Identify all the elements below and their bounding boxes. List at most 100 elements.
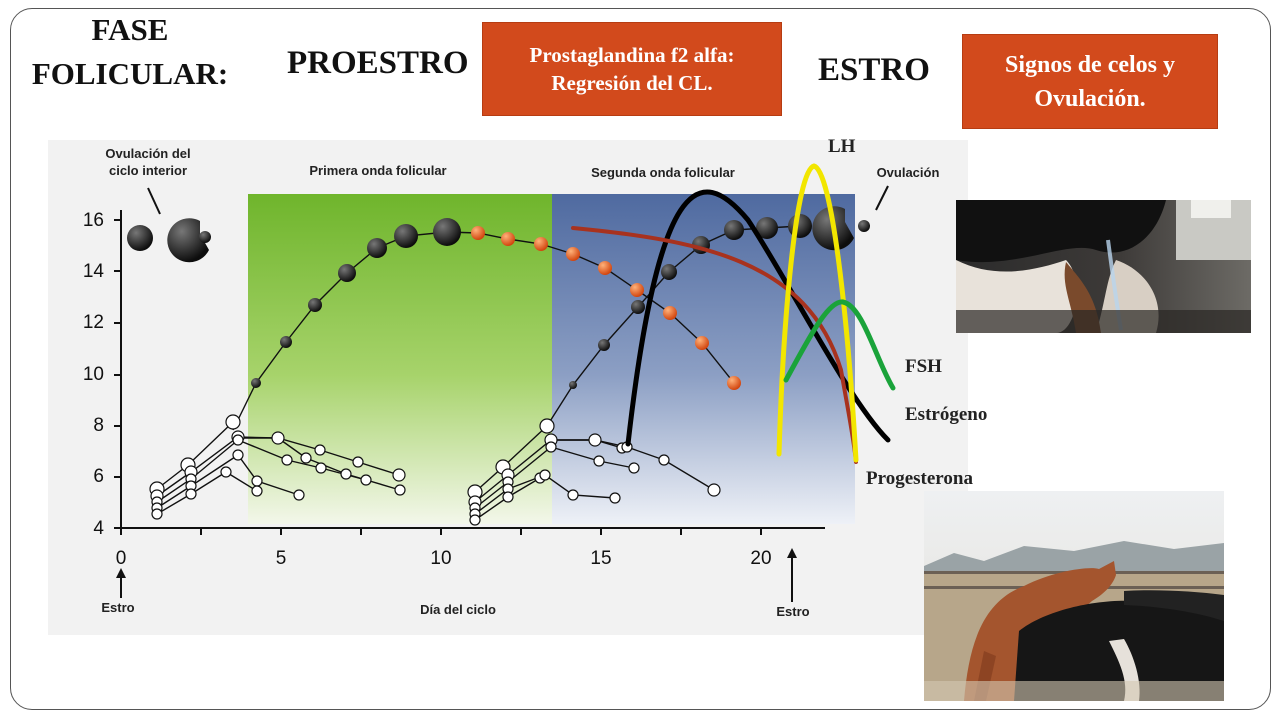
prostaglandin-box: Prostaglandina f2 alfa: Regresión del CL… xyxy=(482,22,782,116)
follicle-dot xyxy=(628,462,640,474)
follicle-dot xyxy=(251,378,261,388)
follicle-dot xyxy=(658,454,670,466)
y-tick-label: 12 xyxy=(83,312,104,333)
follicle-dot xyxy=(352,456,364,468)
follicle-dot xyxy=(788,214,812,238)
x-tick-label: 20 xyxy=(750,548,771,569)
follicle-dot xyxy=(360,474,372,486)
follicle-dot xyxy=(127,225,153,251)
estro-arrow-left xyxy=(116,568,126,598)
x-axis-label: Día del ciclo xyxy=(420,602,496,617)
progesterone-label: Progesterona xyxy=(866,468,973,489)
follicle-dot xyxy=(534,237,548,251)
photo-cattle-mounting xyxy=(924,491,1224,701)
follicle-dot xyxy=(661,264,677,280)
x-tick-label: 5 xyxy=(276,548,287,569)
follicle-dot xyxy=(281,454,293,466)
follicle-dot xyxy=(756,217,778,239)
follicle-dot xyxy=(185,488,197,500)
follicle-dot xyxy=(232,449,244,461)
second-wave-label: Segunda onda folicular xyxy=(591,165,735,180)
follicle-dot xyxy=(271,431,285,445)
follicle-dot xyxy=(340,468,352,480)
follicle-line xyxy=(156,439,367,503)
follicle-dot xyxy=(394,224,418,248)
prostaglandin-text: Prostaglandina f2 alfa: Regresión del CL… xyxy=(529,43,735,95)
progesterone-curve xyxy=(571,226,858,464)
y-tick-label: 4 xyxy=(93,518,104,539)
follicle-dot xyxy=(314,444,326,456)
follicle-dot xyxy=(502,491,514,503)
follicle-dot xyxy=(220,466,232,478)
follicle-dot xyxy=(695,336,709,350)
prev-ovulation-follicles xyxy=(127,218,211,263)
follicle-dot xyxy=(392,468,406,482)
follicle-dot xyxy=(251,485,263,497)
y-tick-marks xyxy=(114,219,121,529)
follicle-dot xyxy=(593,455,605,467)
y-axis: 4 6 8 10 12 14 16 xyxy=(83,210,122,539)
x-tick-label: 0 xyxy=(116,548,127,569)
follicle-dot xyxy=(367,238,387,258)
follicle-dot xyxy=(225,414,241,430)
prev-ovulation-label: Ovulación del xyxy=(105,146,190,161)
follicle-dot xyxy=(567,489,579,501)
follicle-dot xyxy=(199,231,211,243)
follicle-dot xyxy=(394,484,406,496)
follicle-dot xyxy=(469,514,481,526)
photo-vaginal-discharge xyxy=(956,200,1251,333)
ovulation-pointer-lines xyxy=(147,185,889,215)
follicle-dot xyxy=(588,433,602,447)
estro-arrow-right xyxy=(787,548,797,602)
follicle-dot xyxy=(858,220,870,232)
follicle-dot xyxy=(631,300,645,314)
x-tick-label: 10 xyxy=(430,548,451,569)
follicle-dot xyxy=(569,381,577,389)
ovulation-label: Ovulación xyxy=(877,165,940,180)
y-tick-label: 14 xyxy=(83,261,105,282)
fsh-curve xyxy=(783,299,896,391)
follicle-dot xyxy=(232,434,244,446)
lh-label: LH xyxy=(828,136,856,157)
fsh-label: FSH xyxy=(905,356,942,377)
follicle-dot xyxy=(280,336,292,348)
estro-arrow-label-right: Estro xyxy=(776,604,809,619)
follicle-dot xyxy=(501,232,515,246)
lh-curve xyxy=(776,163,859,463)
estro-heading: ESTRO xyxy=(818,52,930,88)
y-tick-label: 16 xyxy=(83,210,104,231)
follicle-dot xyxy=(663,306,677,320)
hormone-curves xyxy=(571,163,896,464)
follicle-dot xyxy=(471,226,485,240)
y-tick-label: 8 xyxy=(93,415,104,436)
phase-title: FASE FOLICULAR: xyxy=(31,12,229,91)
x-tick-label: 15 xyxy=(590,548,611,569)
follicular-waves-diagram: 4 6 8 10 12 14 16 0 5 10 15 20 Ovulación… xyxy=(48,140,968,635)
follicle-dot xyxy=(315,462,327,474)
follicle-dot xyxy=(251,475,263,487)
estrogen-label: Estrógeno xyxy=(905,404,988,425)
first-wave-label: Primera onda folicular xyxy=(309,163,446,178)
follicle-dot xyxy=(598,339,610,351)
heat-signs-box: Signos de celos y Ovulación. xyxy=(962,34,1218,129)
follicle-dot xyxy=(724,220,744,240)
heat-signs-text: Signos de celos y Ovulación. xyxy=(1004,51,1175,112)
follicle-dot xyxy=(308,298,322,312)
follicle-dot xyxy=(539,469,551,481)
follicle-dot xyxy=(545,441,557,453)
x-tick-marks xyxy=(120,528,762,535)
ovulating-follicle-icon xyxy=(167,218,209,263)
follicle-dot xyxy=(338,264,356,282)
proestro-heading: PROESTRO xyxy=(287,45,469,81)
follicle-dot xyxy=(293,489,305,501)
slide-frame xyxy=(10,8,1271,710)
y-tick-label: 10 xyxy=(83,364,104,385)
follicle-dot xyxy=(707,483,721,497)
follicle-dot xyxy=(151,508,163,520)
follicle-dot xyxy=(727,376,741,390)
follicle-dot xyxy=(433,218,461,246)
follicle-dot xyxy=(300,452,312,464)
follicle-dots xyxy=(149,214,812,526)
follicle-dot xyxy=(630,283,644,297)
estro-arrow-label-left: Estro xyxy=(101,600,134,615)
